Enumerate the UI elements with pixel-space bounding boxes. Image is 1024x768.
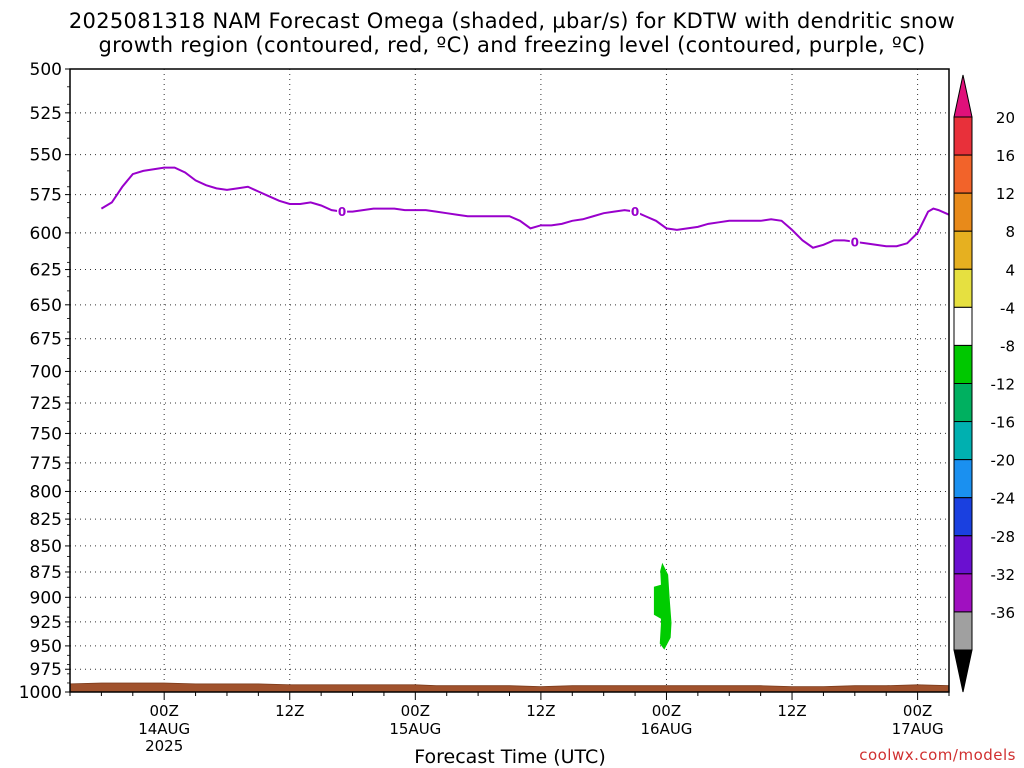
colorbar-label-7: -12 — [991, 376, 1016, 394]
colorbar-label-5: -4 — [1000, 299, 1015, 317]
x-tick-label-72: 00Z — [903, 702, 932, 720]
x-tick-label-24: 00Z — [401, 702, 430, 720]
y-tick-label-925: 925 — [30, 613, 62, 633]
freezing-level-line — [100, 166, 950, 249]
y-tick-label-675: 675 — [30, 330, 62, 350]
y-tick-label-600: 600 — [30, 224, 62, 244]
colorbar-bin-5 — [953, 306, 973, 346]
freezing-level-label-0: 0 — [338, 205, 346, 219]
colorbar-bin-2 — [953, 192, 973, 232]
y-tick-label-900: 900 — [30, 588, 62, 608]
colorbar-label-6: -8 — [1000, 337, 1015, 355]
omega-shading-layer — [653, 562, 672, 650]
chart-title-line-1: 2025081318 NAM Forecast Omega (shaded, µ… — [68, 9, 956, 33]
colorbar-bin-3 — [953, 230, 973, 270]
y-tick-label-775: 775 — [30, 454, 62, 474]
x-tick-year-0: 2025 — [145, 737, 183, 755]
terrain-layer — [69, 682, 950, 693]
terrain-fill — [69, 682, 950, 693]
colorbar-bin-12 — [953, 573, 973, 613]
y-tick-label-525: 525 — [30, 104, 62, 124]
plot-frame — [69, 68, 950, 693]
y-tick-label-950: 950 — [30, 637, 62, 657]
colorbar-bin-11 — [953, 535, 973, 575]
freezing-label-bg-2 — [849, 234, 860, 249]
colorbar-bottom-arrow — [953, 649, 973, 693]
y-tick-label-875: 875 — [30, 563, 62, 583]
colorbar-label-1: 16 — [996, 147, 1015, 165]
y-tick-label-975: 975 — [30, 660, 62, 680]
colorbar-label-12: -32 — [991, 566, 1016, 584]
chart-title-line-2: growth region (contoured, red, ºC) and f… — [98, 33, 926, 57]
colorbar-label-0: 20 — [996, 109, 1015, 127]
colorbar-bin-10 — [953, 497, 973, 537]
colorbar-bin-4 — [953, 268, 973, 308]
y-tick-label-850: 850 — [30, 537, 62, 557]
colorbar-label-13: -36 — [991, 604, 1016, 622]
y-tick-label-750: 750 — [30, 424, 62, 444]
colorbar-bin-9 — [953, 459, 973, 499]
y-tick-label-550: 550 — [30, 146, 62, 166]
freezing-level-layer: 0 0 0 — [100, 166, 950, 249]
grid-lines — [70, 68, 949, 693]
x-axis-title: Forecast Time (UTC) — [414, 746, 606, 768]
omega-shade-0 — [653, 562, 672, 650]
colorbar-bin-8 — [953, 421, 973, 461]
colorbar-label-2: 12 — [996, 185, 1015, 203]
y-tick-label-625: 625 — [30, 261, 62, 281]
colorbar-label-11: -28 — [991, 528, 1016, 546]
x-tick-label-0: 00Z — [149, 702, 178, 720]
y-tick-label-1000: 1000 — [19, 683, 62, 703]
y-tick-label-500: 500 — [30, 60, 62, 80]
x-tick-label-36: 12Z — [526, 702, 555, 720]
site-credit[interactable]: coolwx.com/models — [859, 746, 1016, 764]
y-tick-label-650: 650 — [30, 296, 62, 316]
colorbar-top-arrow — [953, 74, 973, 118]
colorbar-bin-0 — [953, 116, 973, 156]
colorbar-label-4: 4 — [1005, 261, 1015, 279]
colorbar-label-9: -20 — [991, 452, 1016, 470]
x-tick-date-24: 15AUG — [389, 720, 441, 738]
freezing-label-bg-1 — [630, 204, 641, 219]
freezing-label-bg-0 — [337, 204, 348, 219]
y-tick-label-700: 700 — [30, 362, 62, 382]
colorbar-label-10: -24 — [991, 490, 1016, 508]
y-axis: 500 525 550 575 600 625 650 675 700 725 750 775 800 8… — [19, 60, 70, 703]
colorbar-bin-13 — [953, 611, 973, 651]
x-tick-date-72: 17AUG — [892, 720, 944, 738]
y-tick-label-575: 575 — [30, 186, 62, 206]
x-tick-label-12: 12Z — [275, 702, 304, 720]
colorbar-bin-1 — [953, 154, 973, 194]
x-tick-date-48: 16AUG — [640, 720, 692, 738]
colorbar: 20 16 12 8 4 -4 -8 -12 -16 -20 -24 -28 -32 -36 — [953, 74, 1016, 693]
y-tick-label-725: 725 — [30, 394, 62, 414]
x-tick-label-48: 00Z — [652, 702, 681, 720]
y-tick-label-825: 825 — [30, 510, 62, 530]
colorbar-label-8: -16 — [991, 414, 1016, 432]
colorbar-bin-7 — [953, 383, 973, 423]
x-tick-date-0: 14AUG — [138, 720, 190, 738]
freezing-level-label-2: 0 — [851, 235, 859, 249]
y-tick-label-800: 800 — [30, 482, 62, 502]
colorbar-label-3: 8 — [1005, 223, 1015, 241]
x-tick-label-60: 12Z — [777, 702, 806, 720]
colorbar-bin-6 — [953, 344, 973, 384]
freezing-level-label-1: 0 — [631, 205, 639, 219]
